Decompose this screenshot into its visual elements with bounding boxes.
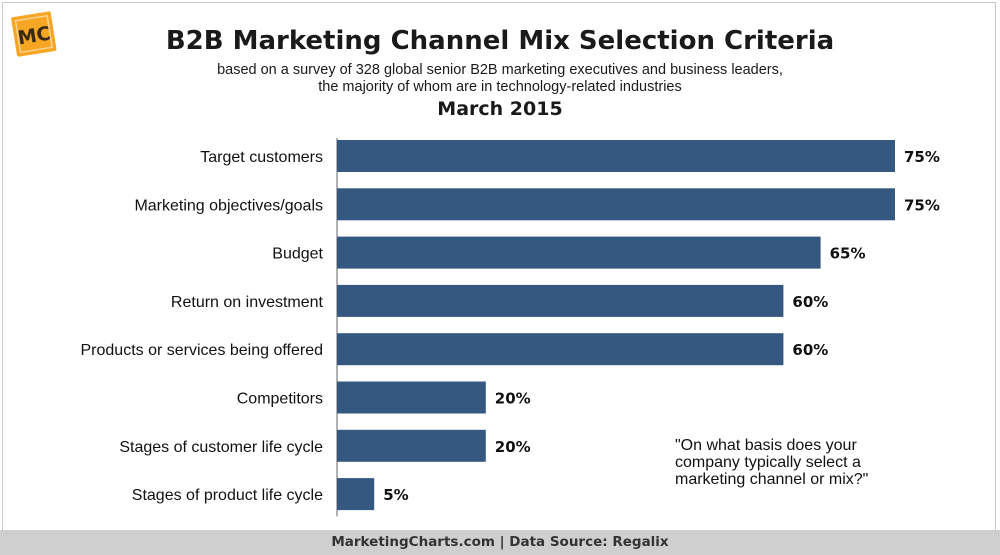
subtitle-line-2: the majority of whom are in technology-r… [318,79,682,95]
value-label-5: 20% [495,390,531,408]
category-label-3: Return on investment [171,294,324,311]
category-label-0: Target customers [200,149,323,166]
category-label-4: Products or services being offered [81,342,324,359]
bar-2 [337,236,821,269]
note-line-3: marketing channel or mix?" [675,471,869,488]
bar-1 [337,188,895,221]
value-label-6: 20% [495,438,531,456]
marketingcharts-logo: MC [11,11,57,57]
category-label-5: Competitors [237,391,323,408]
bar-5 [337,381,486,414]
value-label-1: 75% [904,196,940,214]
bar-6 [337,429,486,462]
note-line-1: "On what basis does your [675,437,857,454]
value-label-7: 5% [383,486,408,504]
value-label-3: 60% [792,293,828,311]
subtitle-line-1: based on a survey of 328 global senior B… [217,62,783,78]
note-line-2: company typically select a [675,454,861,471]
bar-3 [337,284,784,317]
footer-source: MarketingCharts.com | Data Source: Regal… [0,530,1000,555]
bar-4 [337,333,784,366]
value-label-4: 60% [792,341,828,359]
chart-date: March 2015 [437,98,563,120]
category-label-6: Stages of customer life cycle [119,439,323,456]
category-label-7: Stages of product life cycle [132,487,323,504]
category-label-1: Marketing objectives/goals [134,197,323,214]
bar-0 [337,140,895,172]
chart-subtitle: based on a survey of 328 global senior B… [0,62,1000,96]
logo-text: MC [16,23,52,50]
bar-7 [337,478,375,511]
survey-question-note: "On what basis does your company typical… [675,437,935,488]
category-label-2: Budget [272,246,323,263]
value-label-0: 75% [904,148,940,166]
chart-title: B2B Marketing Channel Mix Selection Crit… [165,26,835,56]
value-label-2: 65% [830,245,866,263]
